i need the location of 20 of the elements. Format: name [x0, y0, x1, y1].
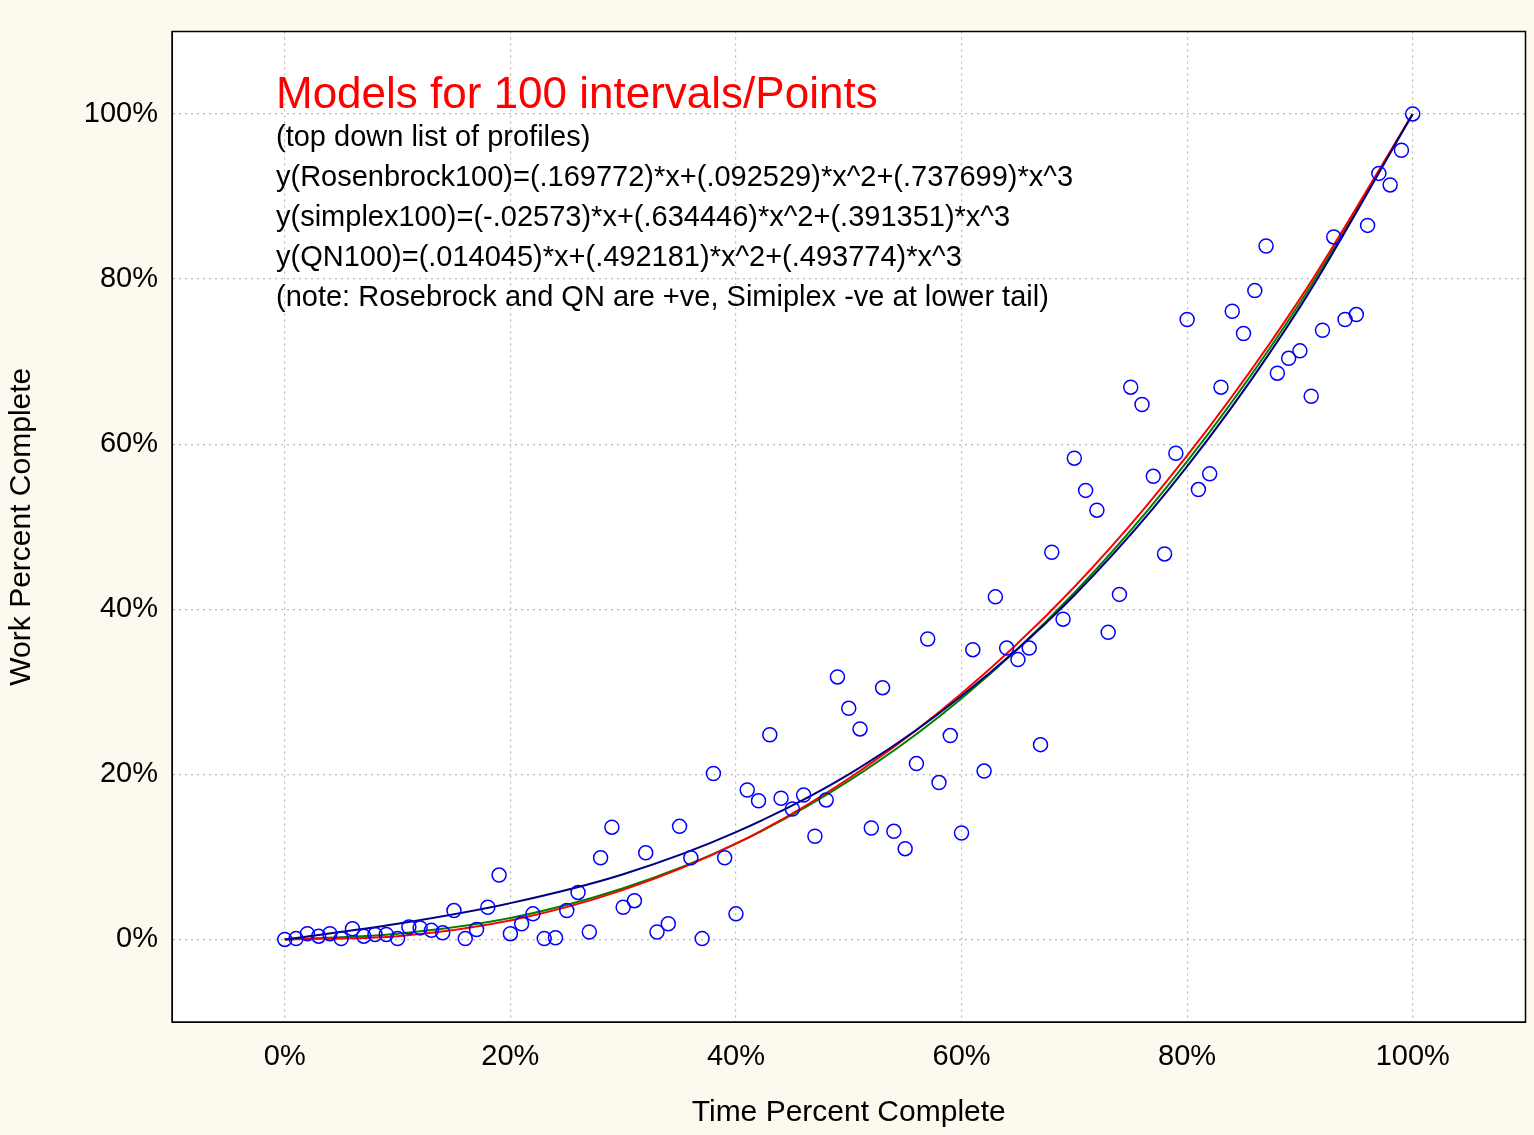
- annotation: (note: Rosebrock and QN are +ve, Simiplex -ve at lower tail): [276, 280, 1049, 313]
- x-axis-title: Time Percent Complete: [691, 1094, 1006, 1128]
- y-tick-label: 100%: [83, 95, 158, 128]
- x-tick-label: 100%: [1375, 1039, 1450, 1072]
- x-tick-label: 60%: [932, 1039, 991, 1072]
- annotation: y(simplex100)=(-.02573)*x+(.634446)*x^2+(.391351)*x^3: [276, 200, 1011, 233]
- annotation: y(QN100)=(.014045)*x+(.492181)*x^2+(.493774)*x^3: [276, 240, 962, 273]
- x-tick-label: 0%: [263, 1039, 306, 1072]
- y-tick-label: 80%: [99, 261, 158, 294]
- y-tick-label: 40%: [99, 591, 158, 624]
- x-tick-label: 40%: [706, 1039, 765, 1072]
- text: Models for 100 intervals/Points: [276, 68, 878, 118]
- y-tick-label: 0%: [116, 921, 158, 954]
- y-tick-label: 20%: [99, 756, 158, 789]
- annotation: (top down list of profiles): [276, 120, 591, 153]
- x-tick-label: 20%: [481, 1039, 540, 1072]
- x-tick-label: 80%: [1158, 1039, 1217, 1072]
- annotation: y(Rosenbrock100)=(.169772)*x+(.092529)*x^2+(.737699)*x^3: [276, 160, 1074, 193]
- y-axis-title: Work Percent Complete: [3, 367, 37, 686]
- y-tick-label: 60%: [99, 426, 158, 459]
